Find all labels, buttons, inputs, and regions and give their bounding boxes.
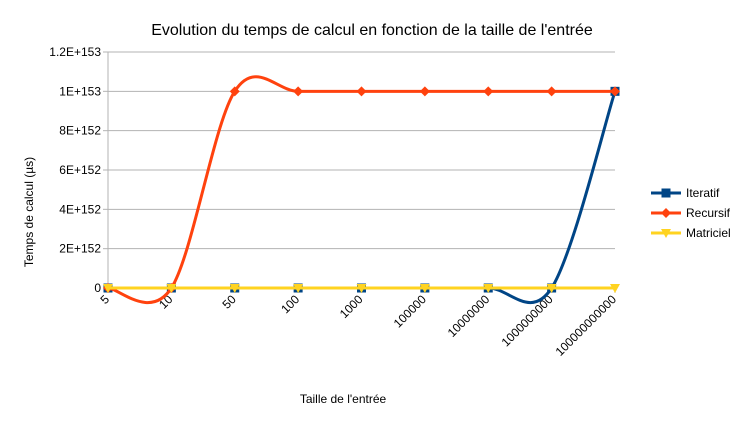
y-tick-label: 2E+152 [59, 242, 101, 256]
series-recursif [103, 75, 620, 304]
x-axis-title: Taille de l'entrée [300, 392, 387, 406]
y-tick-label: 0 [94, 281, 101, 295]
data-point [610, 284, 620, 293]
y-axis-title: Temps de calcul (µs) [22, 157, 36, 267]
data-point [356, 284, 367, 293]
x-tick-label: 100 [278, 292, 302, 316]
data-point [483, 284, 494, 293]
legend-swatch-marker [661, 188, 671, 198]
legend-label: Recursif [686, 206, 731, 220]
data-point [103, 284, 113, 293]
x-tick-label: 1000 [337, 292, 366, 321]
legend-item: Iteratif [651, 186, 720, 200]
legend-swatch-marker [661, 208, 671, 218]
legend-label: Matriciel [686, 226, 731, 240]
series-matriciel [103, 284, 620, 293]
data-point [356, 86, 367, 97]
series-layer [103, 75, 620, 304]
legend: Iteratif Recursif Matriciel [651, 186, 731, 240]
data-point [293, 86, 304, 97]
series-line [106, 89, 617, 304]
x-tick-label: 100000 [391, 292, 429, 330]
data-point [293, 284, 304, 293]
data-point [166, 284, 177, 293]
y-tick-label: 1.2E+153 [49, 45, 101, 59]
data-point [610, 86, 620, 97]
x-tick-label: 1000000000 [499, 292, 556, 349]
y-tick-label: 4E+152 [59, 202, 101, 216]
data-point [546, 284, 557, 293]
data-point [483, 86, 494, 97]
x-tick-label: 100000000000 [553, 292, 620, 359]
x-tick-label: 50 [220, 292, 240, 312]
legend-label: Iteratif [686, 186, 720, 200]
data-point [419, 86, 430, 97]
data-point [419, 284, 430, 293]
x-tick-label: 5 [97, 292, 112, 307]
gridlines [103, 51, 616, 293]
data-point [229, 86, 240, 97]
data-point [546, 86, 557, 97]
y-tick-labels: 0 2E+152 4E+152 6E+152 8E+152 1E+153 1.2E+153 [49, 45, 101, 295]
y-tick-label: 6E+152 [59, 163, 101, 177]
legend-swatch-marker [661, 229, 671, 238]
x-tick-label: 10000000 [445, 292, 493, 340]
y-tick-label: 1E+153 [59, 84, 101, 98]
legend-item: Matriciel [651, 226, 731, 240]
chart-title: Evolution du temps de calcul en fonction… [151, 22, 593, 39]
data-point [229, 284, 240, 293]
legend-item: Recursif [651, 206, 731, 220]
y-tick-label: 8E+152 [59, 124, 101, 138]
series-line [106, 75, 617, 304]
x-tick-labels: 5 10 50 100 1000 100000 10000000 10000000001000… [97, 292, 619, 359]
